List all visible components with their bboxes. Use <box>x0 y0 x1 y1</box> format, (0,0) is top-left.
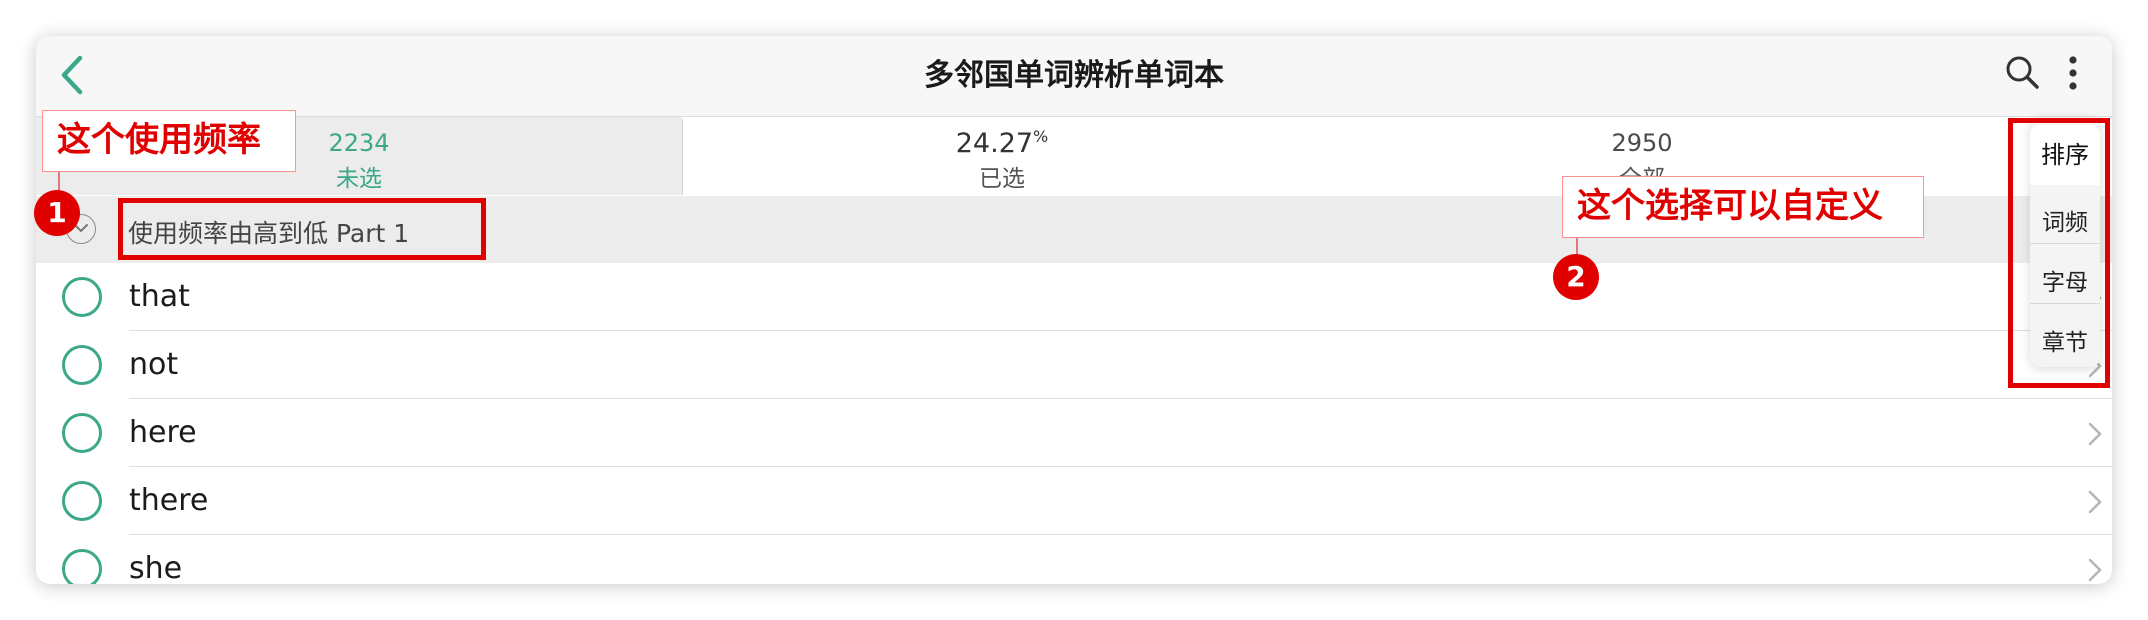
section-title: 使用频率由高到低 Part 1 <box>128 219 410 248</box>
row-divider <box>129 398 2112 399</box>
search-button[interactable] <box>2002 52 2044 94</box>
chevron-left-icon <box>61 55 83 95</box>
sort-menu: 排序 词频 字母 章节 <box>2030 117 2100 367</box>
sort-option-chapter[interactable]: 章节 <box>2042 330 2088 356</box>
word-text: she <box>129 551 183 584</box>
row-divider <box>129 534 2112 535</box>
annotation-badge-2: 2 <box>1553 254 1599 300</box>
word-row[interactable]: there <box>36 467 2112 535</box>
highlight-box-sort-menu <box>2008 118 2110 388</box>
word-text: here <box>129 415 197 450</box>
annotation-callout-2: 这个选择可以自定义 <box>1562 176 1924 238</box>
menu-divider <box>2030 243 2100 244</box>
tab-percent: 24.27% <box>682 127 1322 159</box>
chevron-right-icon <box>2088 558 2102 582</box>
select-circle-icon[interactable] <box>62 413 102 453</box>
back-button[interactable] <box>50 50 100 100</box>
annotation-badge-1: 1 <box>34 190 80 236</box>
row-divider <box>129 466 2112 467</box>
select-circle-icon[interactable] <box>62 481 102 521</box>
select-circle-icon[interactable] <box>62 549 102 584</box>
annotation-leader-2 <box>1576 238 1578 258</box>
annotation-callout-1: 这个使用频率 <box>42 110 296 172</box>
tab-label: 已选 <box>979 166 1025 192</box>
row-divider <box>129 330 2112 331</box>
percent-unit: % <box>1033 127 1049 146</box>
word-row[interactable]: she <box>36 535 2112 584</box>
word-row[interactable]: not <box>36 331 2112 399</box>
chevron-right-icon <box>2088 422 2102 446</box>
word-row[interactable]: here <box>36 399 2112 467</box>
sort-option-frequency[interactable]: 词频 <box>2042 210 2088 236</box>
sort-option-alphabet[interactable]: 字母 <box>2042 270 2088 296</box>
tab-count: 24.27 <box>955 128 1034 159</box>
menu-divider <box>2030 303 2100 304</box>
title-bar: 多邻国单词辨析单词本 <box>36 36 2112 117</box>
word-text: that <box>129 279 190 314</box>
tab-count: 2950 <box>1611 129 1673 157</box>
word-text: not <box>129 347 179 382</box>
select-circle-icon[interactable] <box>62 277 102 317</box>
sort-menu-title: 排序 <box>2030 125 2100 185</box>
more-button[interactable] <box>2056 52 2090 96</box>
annotation-leader-1 <box>58 172 60 194</box>
word-row[interactable]: that <box>36 263 2112 331</box>
word-list: that not here there she <box>36 263 2112 584</box>
word-text: there <box>129 483 209 518</box>
highlight-box-section <box>118 198 486 260</box>
search-icon <box>2006 56 2039 89</box>
tab-selected[interactable]: 24.27% 已选 <box>682 117 1322 195</box>
tab-count: 2234 <box>328 129 390 157</box>
app-window: 多邻国单词辨析单词本 2234 未选 24.27% 已选 2950 全部 <box>36 36 2112 584</box>
tab-label: 未选 <box>336 166 382 192</box>
page-title: 多邻国单词辨析单词本 <box>924 58 1224 93</box>
chevron-down-icon <box>74 224 88 233</box>
more-vertical-icon <box>2069 56 2077 90</box>
select-circle-icon[interactable] <box>62 345 102 385</box>
chevron-right-icon <box>2088 490 2102 514</box>
